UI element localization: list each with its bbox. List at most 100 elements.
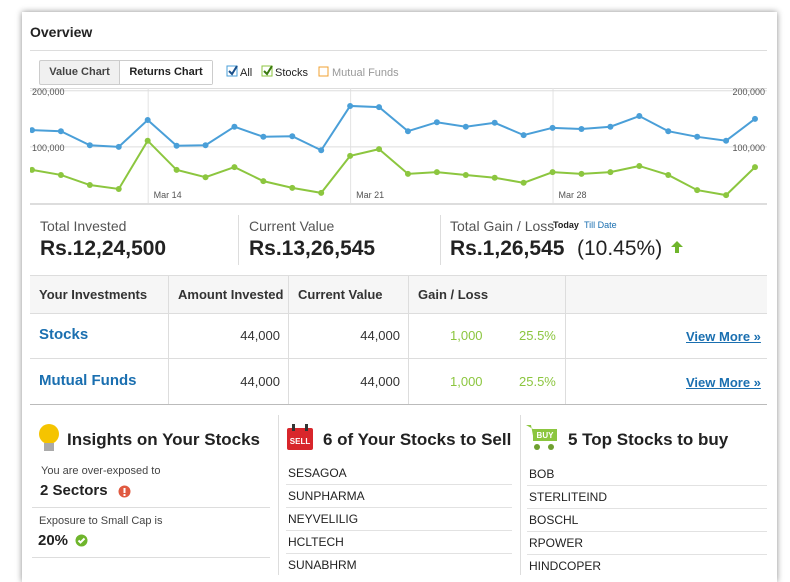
period[interactable]: Today <box>553 220 579 230</box>
data-point <box>115 143 122 150</box>
divider <box>527 531 767 532</box>
summary-value: Rs.12,24,500 <box>40 237 167 260</box>
summary-label: Current Value <box>249 218 335 234</box>
data-point <box>404 128 411 135</box>
data-point <box>636 113 643 120</box>
gain: 1,000 <box>450 328 483 343</box>
data-point <box>752 164 758 171</box>
summary-percent: (10.45%) <box>577 237 663 260</box>
checkbox[interactable] <box>261 65 273 77</box>
stock-item: RPOWER <box>529 536 583 550</box>
divider <box>286 530 512 531</box>
tab[interactable]: Value Chart <box>49 66 110 78</box>
column-header: Amount Invested <box>178 287 284 302</box>
warning-icon <box>118 485 131 498</box>
column-header: Your Investments <box>39 287 148 302</box>
data-point <box>694 133 701 140</box>
data-point <box>462 123 469 130</box>
data-point <box>202 174 209 181</box>
current-value: 44,000 <box>360 374 400 389</box>
divider <box>286 507 512 508</box>
data-point <box>549 169 556 176</box>
icon-text: SELL <box>290 437 311 446</box>
insight-value: 2 Sectors <box>40 482 108 499</box>
data-point <box>57 171 64 178</box>
insight-value: 20% <box>38 532 69 549</box>
data-point <box>289 184 296 191</box>
data-point <box>665 171 672 178</box>
data-point <box>723 192 730 199</box>
sell-icon: SELL <box>287 424 313 450</box>
legend-entry[interactable]: Stocks <box>275 67 309 79</box>
tab-active[interactable]: Returns Chart <box>119 61 212 84</box>
view-more[interactable]: View More » <box>686 375 761 390</box>
data-point <box>607 169 614 176</box>
data-point <box>665 128 672 135</box>
data-point <box>144 116 151 123</box>
stock-item: BOB <box>529 467 555 481</box>
stock-item: SESAGOA <box>288 466 347 480</box>
summary-label: Total Gain / Loss <box>450 218 555 234</box>
data-point <box>144 137 151 144</box>
data-point <box>578 125 585 132</box>
y-tick-label: 200,000 <box>732 88 765 97</box>
buy-icon: BUY <box>526 425 557 450</box>
amount: 44,000 <box>240 374 280 389</box>
summary-value: Rs.13,26,545 <box>249 237 376 260</box>
up-arrow <box>671 241 683 253</box>
data-point <box>260 133 267 140</box>
data-point <box>86 182 93 189</box>
divider <box>527 508 767 509</box>
divider <box>527 554 767 555</box>
series-line <box>31 139 756 197</box>
stock-item: SUNABHRM <box>288 558 357 572</box>
insight-label: You are over-exposed to <box>41 465 161 477</box>
stock-item: NEYVELILIG <box>288 512 359 526</box>
current-value: 44,000 <box>360 328 400 343</box>
data-point <box>173 142 180 149</box>
divider <box>527 485 767 486</box>
gain: 1,000 <box>450 374 483 389</box>
column-header: Current Value <box>298 287 383 302</box>
period-link[interactable]: Till Date <box>584 220 617 230</box>
stock-item: HINDCOPER <box>529 559 602 573</box>
divider <box>286 553 512 554</box>
gain-percent: 25.5% <box>519 374 556 389</box>
checkbox[interactable] <box>318 66 329 77</box>
data-point <box>115 185 122 192</box>
data-point <box>202 142 209 149</box>
view-more[interactable]: View More » <box>686 329 761 344</box>
column-header: Gain / Loss <box>418 287 489 302</box>
data-point <box>578 170 585 177</box>
investment-name[interactable]: Mutual Funds <box>39 372 137 389</box>
chart: Mar 14 Mar 21 Mar 28 100,000 100,000 200,000 2… <box>30 88 767 204</box>
y-tick-label: 100,000 <box>732 143 765 153</box>
x-tick-label: Mar 14 <box>154 190 182 200</box>
checkbox[interactable] <box>226 65 238 77</box>
stock-item: BOSCHL <box>529 513 579 527</box>
data-point <box>549 124 556 131</box>
y-tick-label: 100,000 <box>32 143 65 153</box>
title: Overview <box>30 24 93 40</box>
gain-percent: 25.5% <box>519 328 556 343</box>
data-point <box>30 166 35 173</box>
summary-label: Total Invested <box>40 218 127 234</box>
legend-entry[interactable]: All <box>240 67 252 79</box>
data-point <box>491 174 498 181</box>
data-point <box>318 147 325 154</box>
data-point <box>433 169 440 176</box>
y-tick-label: 200,000 <box>32 88 65 97</box>
data-point <box>404 170 411 177</box>
legend-entry[interactable]: Mutual Funds <box>332 67 399 79</box>
data-point <box>260 178 267 185</box>
data-point <box>520 179 527 186</box>
stock-item: SUNPHARMA <box>288 489 365 503</box>
investment-name[interactable]: Stocks <box>39 326 89 343</box>
divider <box>286 484 512 485</box>
panel-title: 5 Top Stocks to buy <box>568 430 729 449</box>
data-point <box>347 152 354 159</box>
icon-text: BUY <box>537 431 555 440</box>
data-point <box>231 123 238 130</box>
amount: 44,000 <box>240 328 280 343</box>
x-tick-label: Mar 28 <box>559 190 587 200</box>
